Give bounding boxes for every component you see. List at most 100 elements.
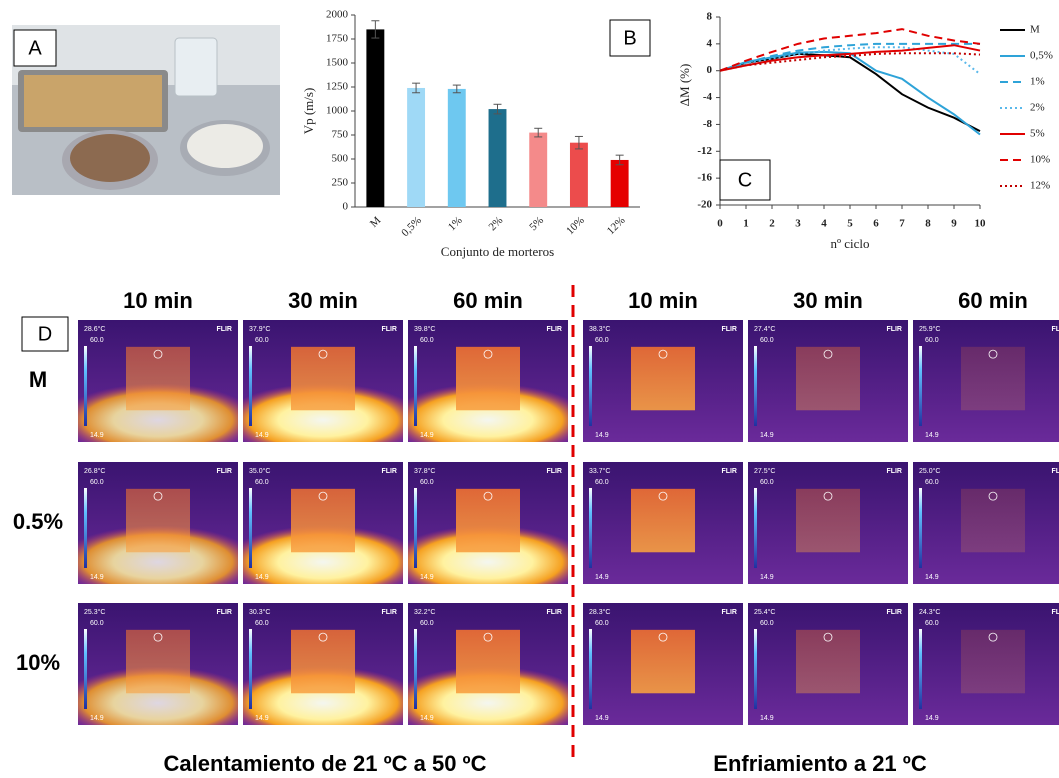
x-axis-label: Conjunto de morteros <box>441 244 554 259</box>
brand: FLIR <box>721 609 737 616</box>
scale-max: 60.0 <box>595 337 609 344</box>
thermal-content: 26.8°C60.014.9FLIR <box>59 462 257 599</box>
scale-min: 14.9 <box>255 574 269 581</box>
thermal-content: 25.4°C60.014.9FLIR <box>748 603 908 725</box>
temp-label: 39.8°C <box>414 325 435 333</box>
bar <box>366 29 384 207</box>
thermal-image: 25.3°C60.014.9FLIR <box>59 603 257 740</box>
color-bar <box>414 488 417 568</box>
panel-label: D <box>38 323 52 345</box>
sample <box>291 630 355 693</box>
legend-label: 5% <box>1030 128 1045 140</box>
brand: FLIR <box>886 609 902 616</box>
y-tick-label: 0 <box>343 201 349 213</box>
y-tick-label: 250 <box>332 177 349 189</box>
sample <box>456 347 520 410</box>
brand: FLIR <box>546 468 562 475</box>
temp-label: 25.0°C <box>919 467 940 475</box>
color-bar <box>249 629 252 709</box>
caption: Calentamiento de 21 ºC a 50 ºC <box>164 751 487 776</box>
scale-min: 14.9 <box>595 432 609 439</box>
brand: FLIR <box>216 609 232 616</box>
thermal-image: 38.3°C60.014.9FLIR <box>583 320 743 442</box>
scale-min: 14.9 <box>760 432 774 439</box>
bar <box>529 133 547 207</box>
scale-min: 14.9 <box>925 574 939 581</box>
scale-max: 60.0 <box>90 479 104 486</box>
column-header: 60 min <box>958 288 1028 313</box>
x-tick-label: 0,5% <box>399 214 424 239</box>
row-label: M <box>29 367 47 392</box>
scale-max: 60.0 <box>925 337 939 344</box>
thermal-content: 25.9°C60.014.9FLIR <box>913 320 1059 442</box>
y-tick-label: -20 <box>697 199 712 211</box>
sample <box>961 489 1025 552</box>
figure: 28.6°C60.014.9FLIR37.9°C60.014.9FLIR39.8… <box>0 0 1059 778</box>
scale-max: 60.0 <box>760 337 774 344</box>
column-header: 10 min <box>123 288 193 313</box>
scale-max: 60.0 <box>925 479 939 486</box>
temp-label: 27.4°C <box>754 325 775 333</box>
sample <box>796 347 860 410</box>
x-tick-label: 2 <box>769 218 775 230</box>
bar <box>448 89 466 207</box>
y-tick-label: 1000 <box>326 105 349 117</box>
x-tick-label: 5% <box>527 214 546 233</box>
x-tick-label: 7 <box>899 218 905 230</box>
thermal-image: 27.5°C60.014.9FLIR <box>748 462 908 584</box>
color-bar <box>414 346 417 426</box>
sample <box>126 630 190 693</box>
thermal-content: 27.5°C60.014.9FLIR <box>748 462 908 584</box>
x-tick-label: 1% <box>446 214 465 233</box>
scale-max: 60.0 <box>90 337 104 344</box>
y-tick-label: 8 <box>707 11 713 23</box>
temp-label: 32.2°C <box>414 608 435 616</box>
line-series <box>720 54 980 131</box>
thermal-content: 35.0°C60.014.9FLIR <box>224 462 422 599</box>
legend-label: 0,5% <box>1030 50 1053 62</box>
sample <box>631 630 695 693</box>
x-tick-label: 5 <box>847 218 853 230</box>
column-header: 60 min <box>453 288 523 313</box>
column-header: 30 min <box>288 288 358 313</box>
x-tick-label: 6 <box>873 218 879 230</box>
legend-label: M <box>1030 24 1040 36</box>
thermal-content: 24.3°C60.014.9FLIR <box>913 603 1059 725</box>
x-tick-label: M <box>368 214 384 230</box>
legend-label: 10% <box>1030 154 1050 166</box>
temp-label: 25.9°C <box>919 325 940 333</box>
thermal-image: 39.8°C60.014.9FLIR <box>389 320 587 457</box>
thermal-content: 30.3°C60.014.9FLIR <box>224 603 422 740</box>
y-axis-label: ΔM (%) <box>677 64 692 107</box>
legend-label: 1% <box>1030 76 1045 88</box>
thermal-content: 28.6°C60.014.9FLIR <box>59 320 257 457</box>
line-series <box>720 47 980 74</box>
thermal-content: 32.2°C60.014.9FLIR <box>389 603 587 740</box>
sample <box>456 630 520 693</box>
brand: FLIR <box>381 468 397 475</box>
temp-label: 33.7°C <box>589 467 610 475</box>
scale-min: 14.9 <box>595 574 609 581</box>
brand: FLIR <box>381 326 397 333</box>
brand: FLIR <box>381 609 397 616</box>
brand: FLIR <box>721 468 737 475</box>
temp-label: 25.4°C <box>754 608 775 616</box>
row-label: 10% <box>16 650 60 675</box>
y-tick-label: 1250 <box>326 81 349 93</box>
brand: FLIR <box>216 468 232 475</box>
color-bar <box>919 629 922 709</box>
scale-min: 14.9 <box>420 715 434 722</box>
scale-max: 60.0 <box>255 479 269 486</box>
color-bar <box>84 488 87 568</box>
brand: FLIR <box>546 609 562 616</box>
thermal-image: 26.8°C60.014.9FLIR <box>59 462 257 599</box>
scale-max: 60.0 <box>595 479 609 486</box>
